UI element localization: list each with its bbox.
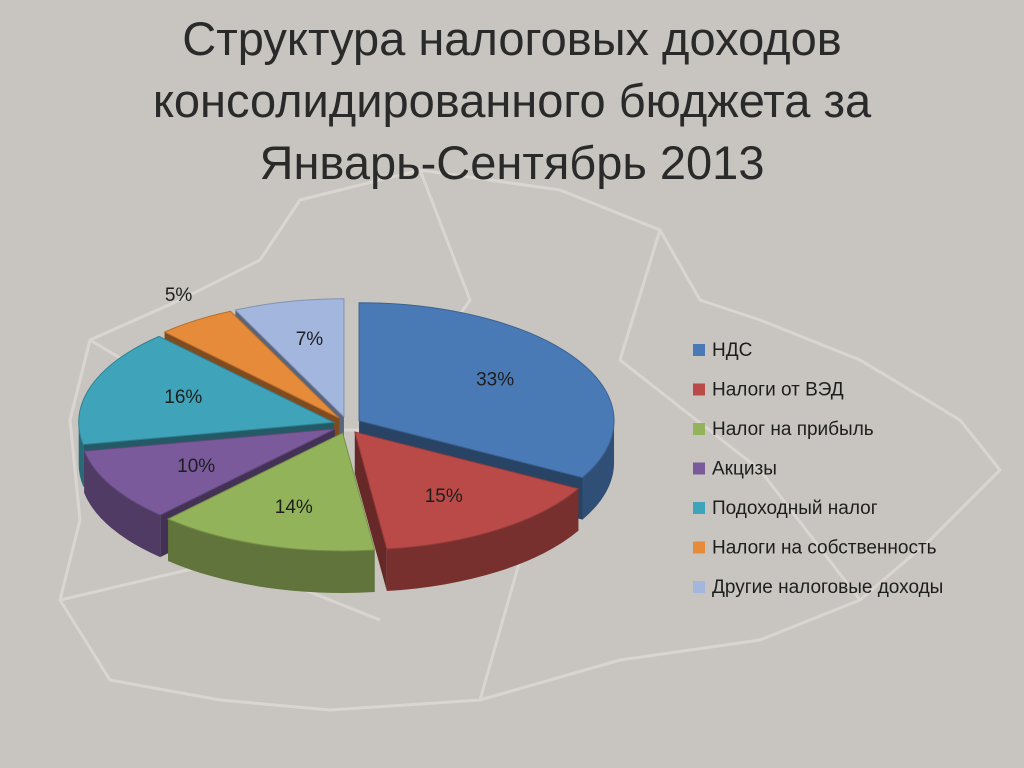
slice-top: [83, 428, 335, 516]
slice: [354, 431, 580, 592]
legend-swatch: [693, 423, 705, 435]
slice-top: [78, 335, 336, 446]
legend-label: Другие налоговые доходы: [712, 577, 943, 598]
chart-title: Структура налоговых доходов консолидиров…: [152, 12, 872, 189]
slice-wall: [354, 431, 387, 592]
legend-label: Акцизы: [712, 459, 777, 480]
slice-top: [166, 432, 376, 552]
data-label: 33%: [476, 370, 514, 391]
data-label: 10%: [177, 456, 215, 477]
legend-swatch: [693, 462, 705, 475]
data-label: 16%: [164, 387, 202, 408]
legend-swatch: [693, 344, 705, 356]
data-label: 7%: [296, 329, 324, 350]
data-label: 5%: [165, 285, 193, 306]
slice-side: [168, 519, 375, 593]
legend-label: НДС: [712, 340, 752, 361]
slice-side: [386, 488, 579, 592]
legend-swatch: [693, 541, 705, 554]
slice-top: [234, 298, 345, 418]
legend-label: Подоходный налог: [712, 498, 878, 519]
slice-side: [84, 451, 161, 558]
data-label: 15%: [425, 486, 463, 507]
slice-top: [358, 302, 615, 479]
data-label: 14%: [275, 497, 313, 518]
legend-label: Налоги от ВЭД: [712, 380, 844, 401]
slice-top: [354, 431, 580, 550]
legend-swatch: [693, 502, 705, 514]
legend-swatch: [693, 581, 705, 593]
slice-side: [78, 422, 84, 487]
legend-label: Налоги на собственность: [712, 538, 937, 559]
legend-label: Налог на прибыль: [712, 419, 874, 440]
slice-side: [582, 420, 615, 520]
legend-swatch: [693, 383, 705, 396]
slice-top: [163, 310, 340, 419]
slice: [166, 432, 376, 593]
